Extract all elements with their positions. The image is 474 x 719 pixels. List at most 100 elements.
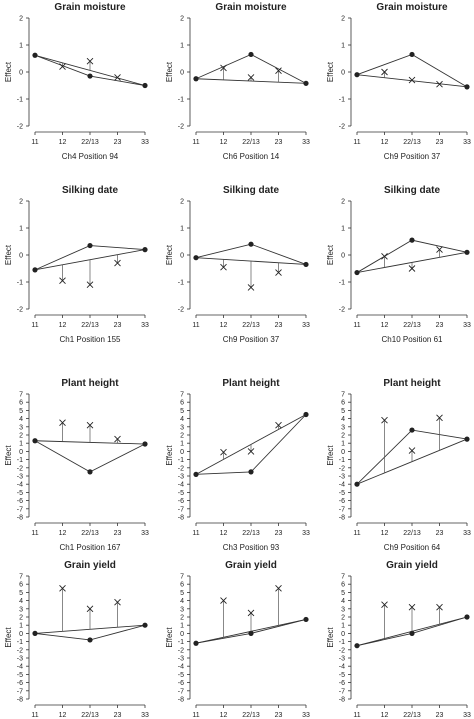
x-tick-label: 12 [59,322,67,329]
x-tick-label: 12 [220,322,228,329]
chart-panel-7: Plant height-8-7-6-5-4-3-2-101234567Effe… [4,378,149,552]
y-axis-label: Effect [326,627,335,648]
y-tick-label: 7 [180,574,184,581]
y-tick-label: 2 [19,199,23,206]
y-tick-label: 5 [180,408,184,415]
y-tick-label: -4 [178,664,184,671]
observed-cross [436,246,443,253]
y-tick-label: -2 [339,124,345,131]
x-tick-label: 22/13 [81,139,99,146]
y-tick-label: 3 [180,606,184,613]
y-tick-label: -7 [339,506,345,513]
chart-title: Grain moisture [215,2,287,13]
y-tick-label: -1 [17,97,23,104]
y-tick-label: 0 [180,253,184,260]
y-tick-label: 6 [19,400,23,407]
y-tick-label: -2 [339,647,345,654]
y-tick-label: 1 [341,226,345,233]
y-tick-label: 1 [180,226,184,233]
y-tick-label: 5 [19,408,23,415]
fitted-point [303,80,309,86]
y-tick-label: -2 [17,647,23,654]
chart-title: Grain yield [64,560,116,571]
chart-title: Grain moisture [54,2,126,13]
y-tick-label: -1 [339,457,345,464]
observed-cross [436,603,443,611]
y-axis-label: Effect [4,61,13,82]
x-tick-label: 22/13 [403,530,421,537]
x-tick-label: 33 [463,139,471,146]
y-tick-label: -4 [17,482,23,489]
y-tick-label: 4 [341,416,345,423]
y-tick-label: -1 [178,280,184,287]
fitted-point [248,241,254,247]
y-tick-label: -7 [178,506,184,513]
x-tick-label: 23 [436,322,444,329]
y-tick-label: 5 [341,408,345,415]
y-tick-label: 1 [180,43,184,50]
y-tick-label: -3 [339,474,345,481]
x-tick-label: 11 [192,530,199,537]
x-tick-label: 33 [302,530,310,537]
y-tick-label: -5 [17,490,23,497]
y-tick-label: -6 [178,498,184,505]
y-tick-label: -1 [339,97,345,104]
y-tick-label: -5 [17,672,23,679]
y-tick-label: 6 [180,400,184,407]
fitted-point [142,622,148,628]
chart-title: Grain moisture [376,2,448,13]
y-tick-label: -6 [339,498,345,505]
observed-cross [275,269,282,276]
x-axis-label: Ch1 Position 155 [60,335,121,344]
observed-cross [408,265,416,272]
y-axis-label: Effect [326,61,335,82]
x-tick-label: 12 [59,530,67,537]
y-tick-label: -8 [339,697,345,704]
y-tick-label: 2 [341,615,345,622]
observed-cross [220,64,227,72]
x-tick-label: 12 [59,139,67,146]
y-tick-label: 1 [180,623,184,630]
x-tick-label: 12 [59,712,67,719]
y-tick-label: -8 [17,515,23,522]
y-tick-label: -1 [339,280,345,287]
observed-cross [220,263,227,271]
y-tick-label: 2 [341,16,345,23]
observed-cross [408,447,416,454]
y-tick-label: -1 [17,457,23,464]
x-tick-label: 23 [436,712,444,719]
y-tick-label: -2 [17,465,23,472]
y-tick-label: 4 [341,598,345,605]
fitted-point [193,471,199,477]
fitted-point [87,73,93,79]
y-tick-label: 6 [180,582,184,589]
fitted-point [354,481,360,487]
chart-title: Plant height [222,378,280,389]
observed-cross [59,277,66,284]
x-tick-label: 23 [114,530,122,537]
y-tick-label: 3 [341,424,345,431]
x-tick-label: 33 [302,322,310,329]
y-tick-label: -7 [17,688,23,695]
observed-cross [86,605,94,613]
y-tick-label: 5 [180,590,184,597]
x-tick-label: 23 [114,712,122,719]
observed-cross [381,601,388,609]
y-tick-label: -1 [339,639,345,646]
fitted-point [464,436,470,442]
y-tick-label: 7 [341,392,345,399]
y-tick-label: -6 [17,498,23,505]
observed-cross [114,259,121,267]
x-tick-label: 11 [192,322,199,329]
y-tick-label: 7 [19,392,23,399]
y-tick-label: 0 [341,449,345,456]
fitted-point [354,72,360,78]
x-tick-label: 12 [381,139,389,146]
y-tick-label: -2 [178,307,184,314]
y-tick-label: -2 [178,124,184,131]
x-tick-label: 33 [463,530,471,537]
x-tick-label: 22/13 [403,322,421,329]
y-tick-label: 0 [19,631,23,638]
